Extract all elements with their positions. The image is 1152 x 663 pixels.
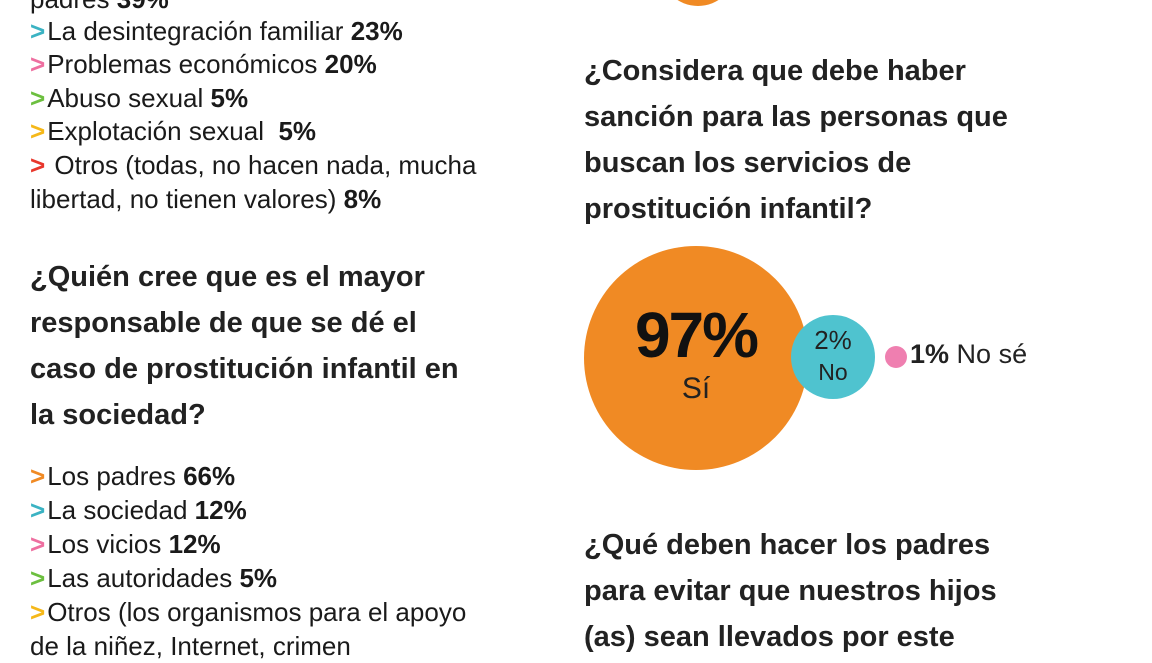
bubble-yes-label: Sí [681,372,711,405]
list-item: >Otros (los organismos para el apoyo [30,596,466,629]
bubble-no-value: 2% [814,325,852,355]
chevron-right-icon: > [30,495,46,525]
item-label: Abuso sexual [47,83,204,113]
list-item: > Otros (todas, no hacen nada, mucha [30,149,476,182]
item-value: 5% [239,563,278,593]
bubble-unsure-value: 1% [910,339,950,369]
item-label: libertad, no tienen valores) [30,184,337,214]
bubble-unsure-label: No sé [956,339,1028,369]
bubble-yes: 97% Sí [584,246,808,470]
bubble-no-label: No [818,359,848,385]
list-item: >Los vicios 12% [30,528,221,561]
heading-line: prostitución infantil? [584,193,873,225]
list-item: >Abuso sexual 5% [30,82,248,115]
item-value: 23% [350,16,403,46]
item-label: Otros (todas, no hacen nada, mucha [47,150,477,180]
item-value: 5% [210,83,249,113]
heading-line: la sociedad? [30,399,206,431]
item-label: padres [30,0,110,14]
chevron-right-icon: > [30,83,46,113]
list-item-continued: de la niñez, Internet, crimen [30,630,351,663]
chevron-right-icon: > [30,529,46,559]
heading-line: ¿Qué deben hacer los padres [584,529,991,561]
list-item-continued: libertad, no tienen valores) 8% [30,183,381,216]
heading-line: ¿Quién cree que es el mayor [30,261,425,293]
previous-bubble [660,0,736,6]
heading-line: responsable de que se dé el [30,307,417,339]
heading-line: sanción para las personas que [584,101,1008,133]
bubble-unsure-text: 1% No sé [910,339,1027,370]
chevron-right-icon: > [30,597,46,627]
item-label: Explotación sexual [47,116,272,146]
chevron-right-icon: > [30,16,46,46]
heading-line: caso de prostitución infantil en [30,353,459,385]
item-label: Los padres [47,461,176,491]
list-item: padres 39% [30,0,169,16]
list-item: >La sociedad 12% [30,494,247,527]
question-sanction-heading: ¿Considera que debe haber sanción para l… [584,48,1008,232]
item-value: 8% [343,184,382,214]
bubble-no: 2% No [791,315,875,399]
question-responsible-heading: ¿Quién cree que es el mayor responsable … [30,254,459,438]
item-value: 66% [183,461,236,491]
heading-line: ¿Considera que debe haber [584,55,966,87]
list-item: >Problemas económicos 20% [30,48,377,81]
list-item: >Los padres 66% [30,460,235,493]
item-label: La desintegración familiar [47,16,344,46]
question-parents-heading: ¿Qué deben hacer los padres para evitar … [584,522,997,660]
item-label: de la niñez, Internet, crimen [30,631,351,661]
item-value: 39% [117,0,169,14]
list-item: >Las autoridades 5% [30,562,277,595]
bubble-yes-value: 97% [634,299,759,371]
chevron-right-icon: > [30,461,46,491]
heading-line: buscan los servicios de [584,147,912,179]
chevron-right-icon: > [30,116,46,146]
item-label: Las autoridades [47,563,233,593]
item-value: 5% [278,116,317,146]
item-label: La sociedad [47,495,188,525]
item-value: 20% [324,49,377,79]
chevron-right-icon: > [30,150,46,180]
list-item: >Explotación sexual 5% [30,115,316,148]
heading-line: (as) sean llevados por este [584,621,955,653]
item-value: 12% [194,495,247,525]
item-label: Otros (los organismos para el apoyo [47,597,467,627]
item-value: 12% [168,529,221,559]
heading-line: para evitar que nuestros hijos [584,575,997,607]
list-item: >La desintegración familiar 23% [30,15,403,48]
item-label: Problemas económicos [47,49,318,79]
chevron-right-icon: > [30,49,46,79]
item-label: Los vicios [47,529,162,559]
chevron-right-icon: > [30,563,46,593]
bubble-unsure [885,346,907,368]
